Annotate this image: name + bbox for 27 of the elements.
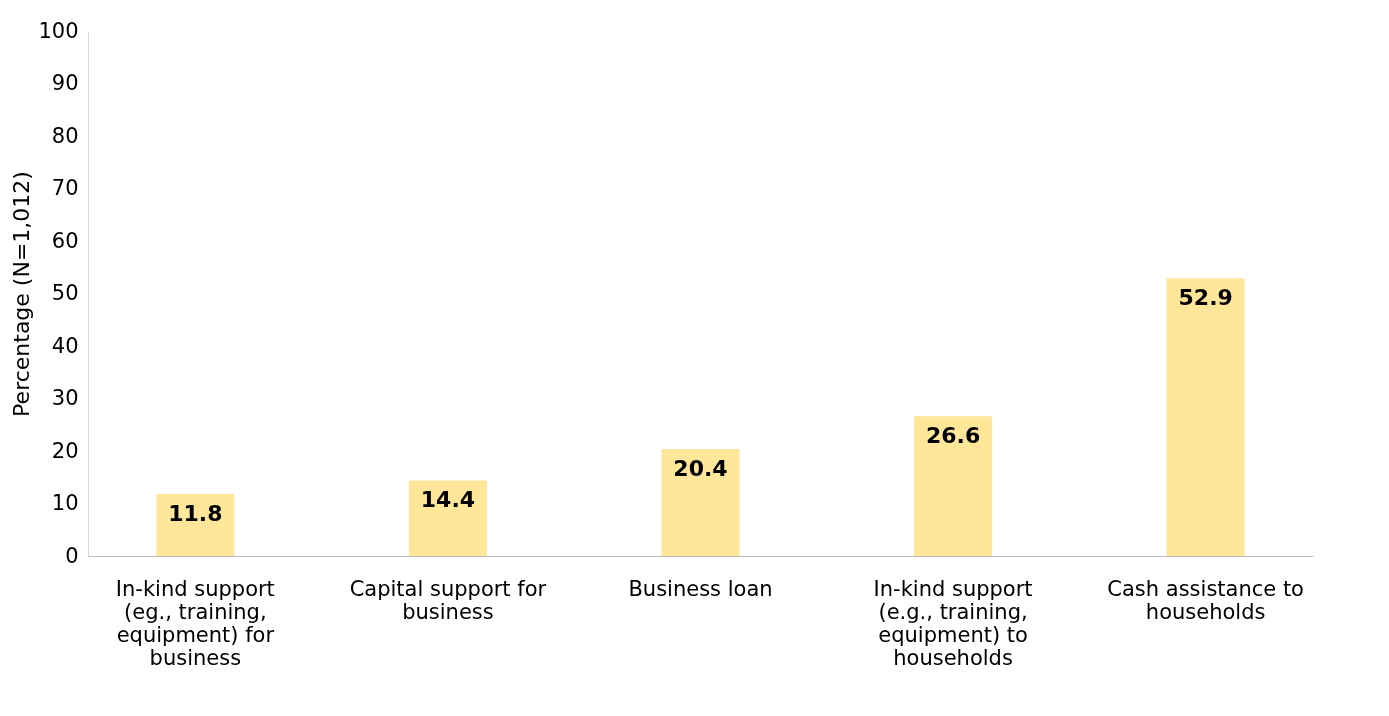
- x-tick-label: In-kind support (e.g., training, equipment) to households: [873, 576, 1033, 670]
- data-label: 11.8: [168, 501, 223, 527]
- y-tick-label: 20: [51, 438, 79, 463]
- y-tick-label: 40: [51, 333, 79, 358]
- data-label: 52.9: [1178, 285, 1233, 311]
- y-tick-label: 0: [65, 543, 79, 568]
- y-axis-title: Percentage (N=1,012): [9, 171, 35, 417]
- bar: [408, 480, 487, 556]
- data-label: 20.4: [673, 455, 728, 481]
- data-label: 14.4: [420, 487, 476, 513]
- x-tick-label: Cash assistance to households: [1107, 576, 1304, 624]
- x-tick-label: Capital support for business: [349, 576, 547, 624]
- data-label: 26.6: [925, 423, 981, 449]
- y-tick-label: 10: [51, 491, 79, 515]
- y-tick-label: 80: [51, 123, 79, 148]
- y-tick-label: 90: [51, 71, 79, 95]
- y-tick-label: 60: [51, 228, 79, 253]
- y-tick-label: 100: [38, 18, 79, 43]
- y-tick-label: 30: [51, 386, 79, 410]
- x-tick-label: Business loan: [628, 576, 773, 601]
- x-tick-label: In-kind support (eg., training, equipment) for business: [115, 576, 275, 670]
- bar: [1166, 278, 1245, 556]
- bar: [661, 448, 740, 556]
- bar: [156, 494, 235, 556]
- bar: [914, 416, 993, 556]
- y-tick-label: 50: [51, 281, 79, 305]
- y-tick-label: 70: [51, 176, 79, 200]
